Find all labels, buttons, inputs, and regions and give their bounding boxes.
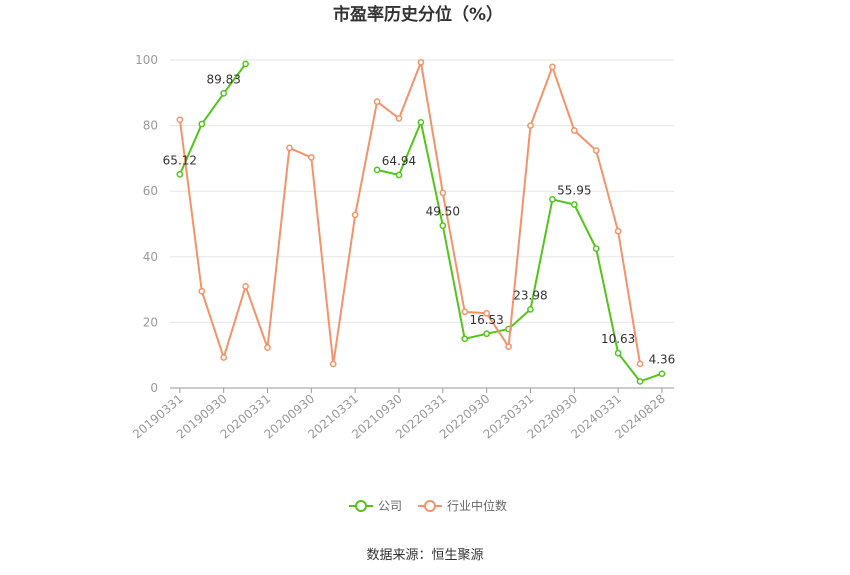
data-point[interactable]: [351, 211, 359, 219]
data-point[interactable]: [242, 282, 249, 290]
data-point[interactable]: [461, 308, 469, 316]
y-tick-label: 100: [135, 53, 158, 67]
data-point[interactable]: [395, 171, 403, 179]
data-point[interactable]: [592, 147, 600, 154]
data-point[interactable]: [176, 116, 184, 124]
data-point[interactable]: [483, 330, 490, 338]
series-industry-median: [176, 58, 644, 368]
chart-title: 市盈率历史分位（%）: [333, 4, 503, 25]
series-layer: [176, 58, 666, 385]
data-point[interactable]: [286, 144, 293, 152]
data-label: 49.50: [426, 205, 460, 219]
data-labels: 65.12 89.83 64.94 49.50 16.53 23.98 55.95 10.63…: [163, 72, 676, 366]
x-axis: 2019033120190930202003312020093020210331…: [130, 387, 674, 442]
y-tick-label: 40: [143, 250, 158, 264]
legend-marker-icon: [355, 500, 367, 512]
legend-item-company[interactable]: 公司: [349, 499, 402, 513]
data-point[interactable]: [329, 360, 337, 368]
data-point[interactable]: [242, 60, 249, 68]
data-point[interactable]: [395, 115, 403, 122]
data-point[interactable]: [264, 344, 271, 352]
legend-item-industry-median[interactable]: 行业中位数: [418, 498, 507, 513]
data-label: 16.53: [469, 313, 503, 327]
data-label: 65.12: [163, 153, 197, 167]
legend-marker-icon: [424, 500, 436, 512]
series-line: [376, 118, 663, 383]
data-point[interactable]: [220, 354, 228, 361]
data-point[interactable]: [373, 166, 381, 174]
data-point[interactable]: [570, 201, 578, 208]
source-note: 数据来源：恒生聚源: [366, 548, 483, 563]
data-label: 10.63: [601, 332, 635, 346]
legend-label: 公司: [378, 499, 402, 513]
series-line: [178, 58, 641, 365]
data-point[interactable]: [483, 309, 490, 317]
data-point[interactable]: [592, 245, 600, 252]
data-point[interactable]: [439, 222, 447, 229]
data-label: 4.36: [649, 353, 676, 367]
data-point[interactable]: [176, 171, 184, 178]
data-point[interactable]: [373, 98, 381, 106]
data-point[interactable]: [614, 227, 622, 235]
data-label: 64.94: [382, 154, 416, 168]
data-point[interactable]: [417, 118, 425, 126]
data-label: 55.95: [557, 183, 591, 197]
data-point[interactable]: [527, 305, 534, 313]
y-tick-label: 80: [143, 119, 158, 133]
legend[interactable]: 公司 行业中位数: [349, 498, 507, 513]
legend-label: 行业中位数: [447, 498, 507, 513]
series-company: [176, 60, 666, 385]
data-point[interactable]: [417, 58, 425, 66]
y-tick-label: 60: [143, 184, 158, 198]
data-point[interactable]: [307, 154, 315, 161]
data-point[interactable]: [614, 349, 622, 357]
data-point[interactable]: [549, 63, 556, 71]
y-axis: 0 20 40 60 80 100: [135, 53, 158, 395]
y-tick-label: 20: [143, 315, 158, 329]
series-line: [178, 63, 247, 175]
data-label: 89.83: [207, 72, 241, 86]
data-point[interactable]: [220, 90, 228, 97]
data-label: 23.98: [513, 288, 547, 302]
data-point[interactable]: [549, 196, 556, 203]
data-point[interactable]: [439, 189, 447, 197]
data-point[interactable]: [636, 360, 644, 368]
data-point[interactable]: [198, 287, 206, 295]
data-point[interactable]: [198, 120, 206, 128]
data-point[interactable]: [636, 378, 644, 385]
data-point[interactable]: [527, 122, 534, 129]
y-tick-label: 0: [150, 381, 158, 395]
data-point[interactable]: [505, 343, 512, 351]
data-point[interactable]: [461, 335, 469, 343]
data-point[interactable]: [658, 370, 666, 378]
data-point[interactable]: [570, 127, 578, 134]
